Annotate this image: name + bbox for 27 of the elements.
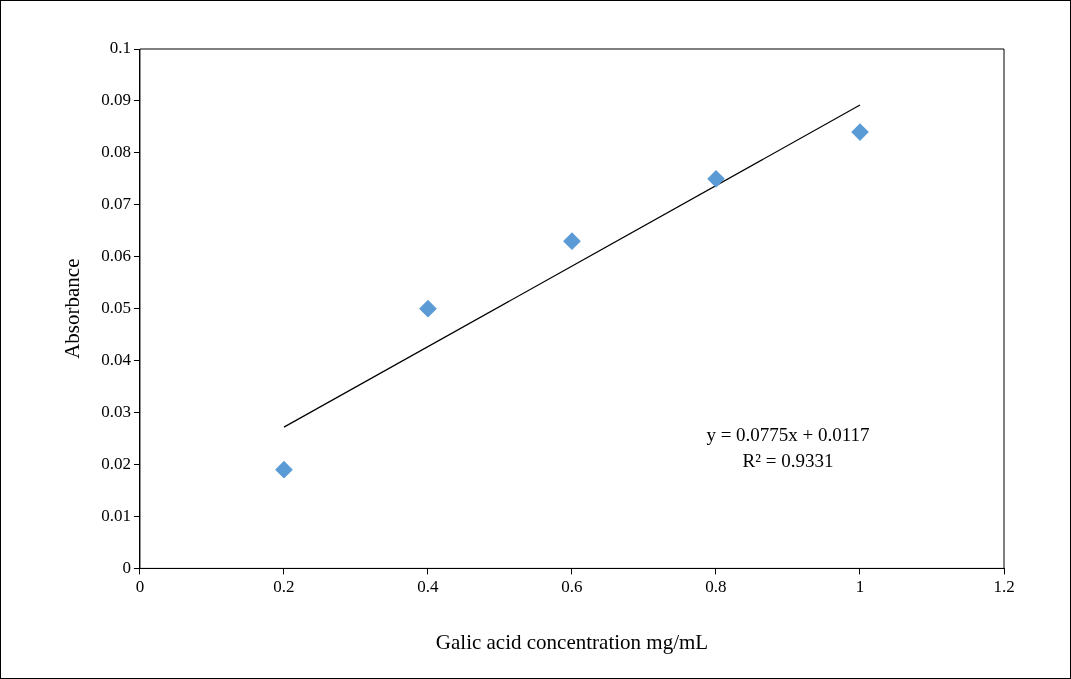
- y-tick-label: 0.01: [101, 505, 131, 525]
- point: [707, 170, 725, 188]
- y-tick-label: 0: [122, 557, 131, 577]
- y-tick-label: 0.06: [101, 246, 131, 266]
- annotation: y = 0.0775x + 0.0117: [706, 424, 870, 446]
- y-tick-label: 0.05: [101, 298, 131, 318]
- point: [563, 232, 581, 250]
- y-tick-label: 0.07: [101, 194, 132, 214]
- point: [275, 461, 293, 479]
- x-tick-label: 1: [855, 577, 865, 597]
- x-tick-label: 0.6: [561, 577, 583, 597]
- y-tick-label: 0.08: [101, 142, 131, 162]
- point: [419, 300, 437, 318]
- y-tick-label: 0.02: [101, 453, 131, 473]
- point: [851, 123, 869, 141]
- y-tick-label: 0.04: [101, 350, 132, 370]
- x-tick-label: 0.2: [273, 577, 295, 597]
- x-axis-title: Galic acid concentration mg/mL: [435, 629, 709, 654]
- x-tick-label: 0.8: [705, 577, 727, 597]
- y-tick-label: 0.1: [109, 38, 131, 58]
- x-tick-label: 0.4: [417, 577, 440, 597]
- x-tick-label: 1.2: [993, 577, 1015, 597]
- y-tick-label: 0.03: [101, 402, 131, 422]
- y-tick-label: 0.09: [101, 90, 131, 110]
- y-axis-title: Absorbance: [60, 258, 85, 359]
- annotation: R² = 0.9331: [742, 450, 834, 472]
- x-tick-label: 0: [135, 577, 145, 597]
